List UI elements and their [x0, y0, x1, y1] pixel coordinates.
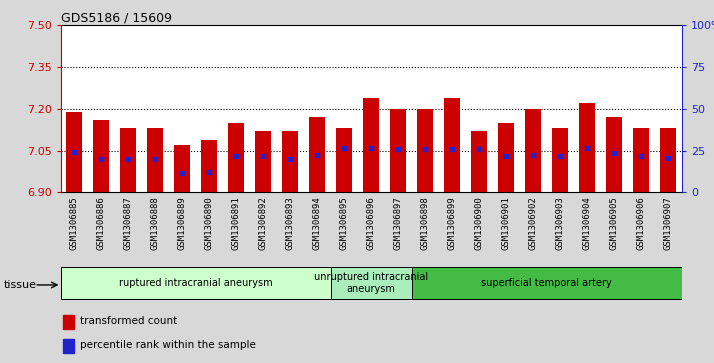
Bar [526, 109, 541, 192]
Text: GSM1306890: GSM1306890 [205, 196, 213, 250]
Bar [579, 103, 595, 192]
Text: GSM1306900: GSM1306900 [475, 196, 484, 250]
Text: GSM1306896: GSM1306896 [367, 196, 376, 250]
FancyBboxPatch shape [61, 267, 331, 299]
Text: GSM1306904: GSM1306904 [583, 196, 592, 250]
Bar [120, 129, 136, 192]
Bar [390, 109, 406, 192]
Text: GSM1306899: GSM1306899 [448, 196, 457, 250]
Bar [552, 129, 568, 192]
FancyBboxPatch shape [412, 267, 682, 299]
Bar [63, 339, 74, 353]
Text: GSM1306887: GSM1306887 [124, 196, 133, 250]
Text: GSM1306893: GSM1306893 [286, 196, 295, 250]
Bar [63, 315, 74, 329]
Text: GSM1306889: GSM1306889 [178, 196, 187, 250]
Bar [201, 139, 217, 192]
Text: unruptured intracranial
aneurysm: unruptured intracranial aneurysm [314, 272, 428, 294]
Bar [633, 129, 650, 192]
Bar [174, 145, 191, 192]
Text: transformed count: transformed count [80, 316, 177, 326]
Text: GSM1306898: GSM1306898 [421, 196, 430, 250]
Text: GSM1306894: GSM1306894 [313, 196, 322, 250]
Bar [282, 131, 298, 192]
Text: GSM1306892: GSM1306892 [258, 196, 268, 250]
Text: superficial temporal artery: superficial temporal artery [481, 278, 612, 288]
Text: GSM1306897: GSM1306897 [394, 196, 403, 250]
FancyBboxPatch shape [331, 267, 412, 299]
Text: GSM1306907: GSM1306907 [664, 196, 673, 250]
Text: GSM1306903: GSM1306903 [555, 196, 565, 250]
Text: GSM1306895: GSM1306895 [340, 196, 348, 250]
Bar [66, 112, 82, 192]
Bar [228, 123, 244, 192]
Bar [417, 109, 433, 192]
Text: GSM1306885: GSM1306885 [70, 196, 79, 250]
Text: ruptured intracranial aneurysm: ruptured intracranial aneurysm [119, 278, 273, 288]
Text: GDS5186 / 15609: GDS5186 / 15609 [61, 11, 171, 24]
Bar [309, 117, 326, 192]
Bar [147, 129, 164, 192]
Text: GSM1306901: GSM1306901 [502, 196, 511, 250]
Text: tissue: tissue [4, 280, 36, 290]
Text: GSM1306905: GSM1306905 [610, 196, 619, 250]
Text: GSM1306891: GSM1306891 [232, 196, 241, 250]
Bar [660, 129, 676, 192]
Text: GSM1306902: GSM1306902 [529, 196, 538, 250]
Bar [498, 123, 514, 192]
Text: percentile rank within the sample: percentile rank within the sample [80, 340, 256, 350]
Bar [606, 117, 623, 192]
Text: GSM1306906: GSM1306906 [637, 196, 646, 250]
Bar [93, 120, 109, 192]
Bar [363, 98, 379, 192]
Bar [471, 131, 488, 192]
Text: GSM1306888: GSM1306888 [151, 196, 160, 250]
Text: GSM1306886: GSM1306886 [96, 196, 106, 250]
Bar [444, 98, 461, 192]
Bar [255, 131, 271, 192]
Bar [336, 129, 353, 192]
